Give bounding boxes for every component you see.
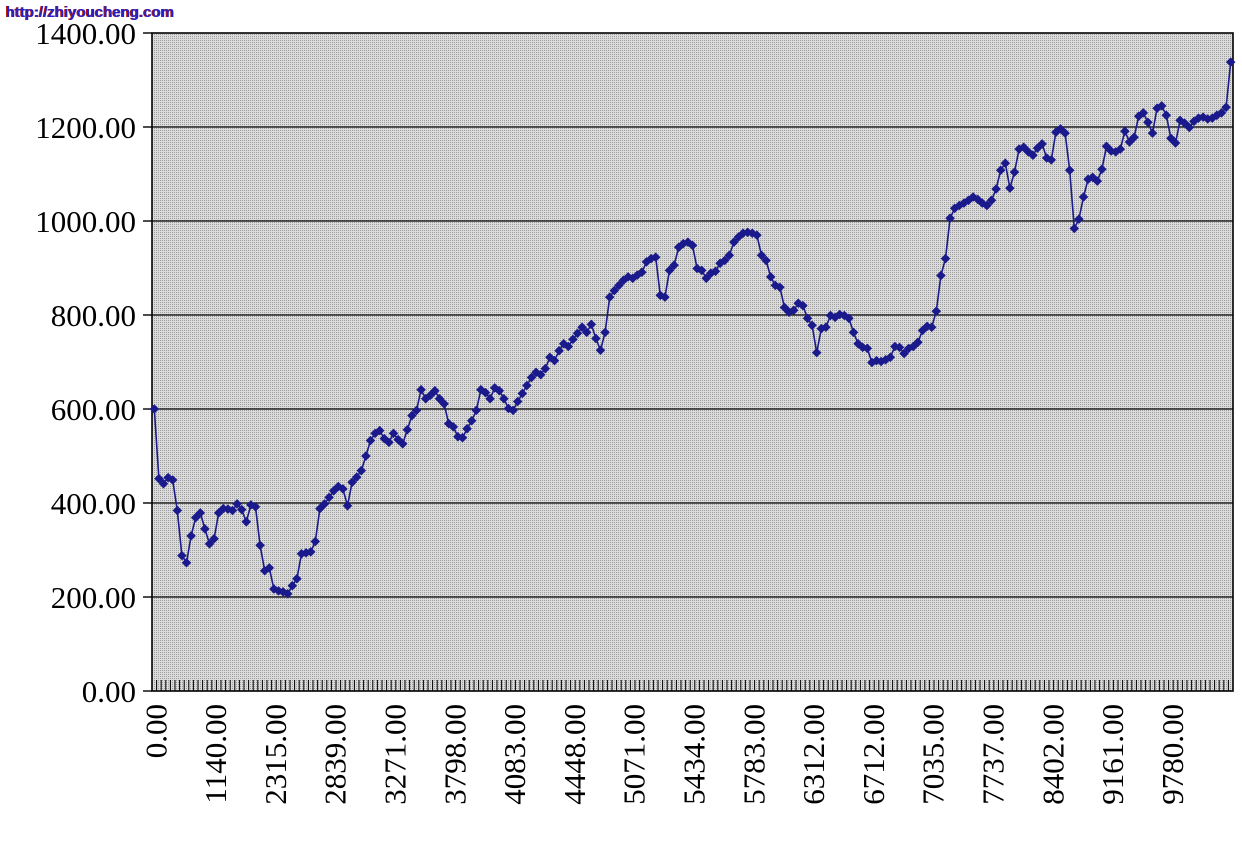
y-axis-tick-label: 200.00 [51, 580, 136, 615]
y-axis-tick-label: 1400.00 [35, 16, 136, 51]
series-markers [149, 57, 1236, 599]
x-axis-tick-label: 2839.00 [318, 704, 353, 805]
y-axis-tick-label: 1200.00 [35, 110, 136, 145]
x-axis-tick-label: 0.00 [138, 704, 173, 758]
x-axis-tick-label: 9161.00 [1095, 704, 1130, 805]
x-axis-tick-label: 2315.00 [258, 704, 293, 805]
x-axis-tick-label: 3271.00 [378, 704, 413, 805]
x-axis-tick-label: 4448.00 [557, 704, 592, 805]
y-axis-tick-label: 0.00 [82, 674, 136, 709]
x-axis-tick-label: 1140.00 [198, 704, 233, 804]
watermark-url: http://zhiyoucheng.com [6, 4, 175, 21]
x-axis-tick-label: 4083.00 [497, 704, 532, 805]
x-axis-tick-label: 6712.00 [856, 704, 891, 805]
x-axis-tick-label: 7737.00 [976, 704, 1011, 805]
x-axis-tick-label: 5071.00 [617, 704, 652, 805]
plot-area [151, 32, 1234, 692]
y-axis-tick-label: 800.00 [51, 298, 136, 333]
x-axis-tick-label: 5783.00 [736, 704, 771, 805]
x-axis-tick-label: 3798.00 [437, 704, 472, 805]
y-axis-tick-label: 600.00 [51, 392, 136, 427]
x-axis-tick-label: 7035.00 [916, 704, 951, 805]
x-axis-tick-label: 9780.00 [1155, 704, 1190, 805]
y-axis-tick-label: 1000.00 [35, 204, 136, 239]
x-axis-tick-label: 5434.00 [677, 704, 712, 805]
x-axis-tick-label: 8402.00 [1035, 704, 1070, 805]
y-axis-tick-label: 400.00 [51, 486, 136, 521]
x-axis-tick-label: 6312.00 [796, 704, 831, 805]
